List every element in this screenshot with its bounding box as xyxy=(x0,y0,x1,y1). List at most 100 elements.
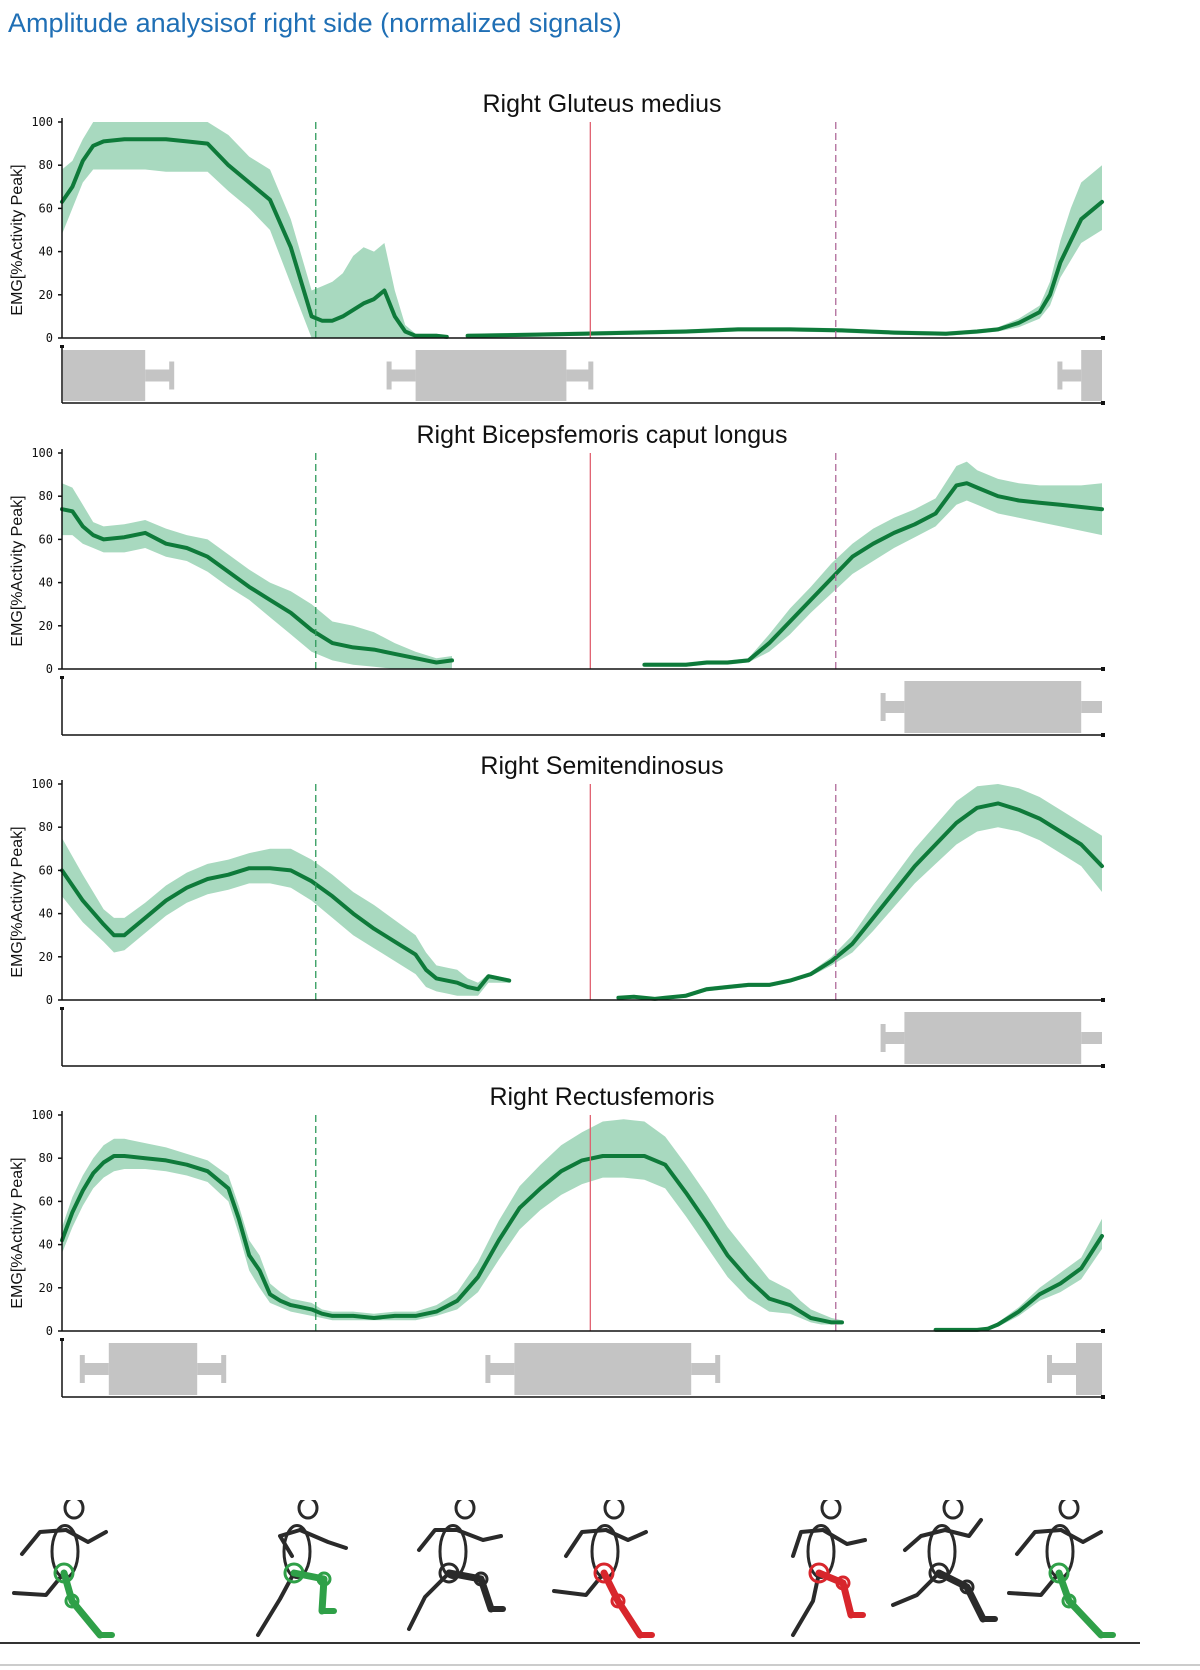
runner-figure-5 xyxy=(791,1500,867,1637)
activation-cap-right xyxy=(169,361,175,390)
mean-emg-line-2 xyxy=(616,801,1104,1001)
activation-axis-end-tick xyxy=(1101,733,1105,737)
runner-torso xyxy=(438,1524,468,1579)
y-tick-label: 20 xyxy=(39,950,53,964)
activation-bar-2 xyxy=(386,350,594,401)
page-title: Amplitude analysisof right side (normali… xyxy=(8,8,622,38)
activation-axis-end-tick xyxy=(1101,1064,1105,1068)
activation-whisker-left xyxy=(82,1363,109,1375)
activation-cap-right xyxy=(1142,1024,1147,1052)
activation-cap-left xyxy=(1047,1355,1052,1383)
y-tick-label: 60 xyxy=(39,532,53,546)
y-tick-label: 80 xyxy=(39,820,53,834)
x-axis-end-tick xyxy=(1101,1329,1105,1333)
chart-panel-2: Right Bicepsfemoris caput longus EMG[%Act… xyxy=(9,421,1105,737)
activation-cap-left xyxy=(79,1355,85,1383)
runner-head xyxy=(297,1500,319,1520)
activation-whisker-left xyxy=(389,369,416,382)
activation-body xyxy=(1076,1343,1102,1395)
std-band-1 xyxy=(62,122,447,338)
activation-bar-1 xyxy=(79,1343,227,1395)
mean-emg-line-2 xyxy=(642,481,1104,667)
std-band-1 xyxy=(62,838,510,996)
activation-body xyxy=(63,350,146,401)
y-tick-label: 100 xyxy=(31,1108,53,1122)
activation-cap-left xyxy=(1057,361,1063,390)
std-band-1 xyxy=(62,1119,842,1325)
std-band-2 xyxy=(644,461,1102,667)
mean-emg-line-1 xyxy=(60,137,449,339)
runner-knee xyxy=(473,1571,489,1587)
y-axis-label: EMG[%Activity Peak] xyxy=(9,826,26,977)
y-tick-label: 60 xyxy=(39,1194,53,1208)
runner-figure-1 xyxy=(12,1500,115,1639)
runner-head xyxy=(942,1500,964,1520)
activation-body xyxy=(904,681,1082,733)
y-tick-label: 60 xyxy=(39,863,53,877)
activation-axis-end-tick xyxy=(1101,1395,1105,1399)
runner-hip xyxy=(593,1562,615,1584)
activation-whisker-right xyxy=(691,1363,718,1375)
runner-head xyxy=(454,1500,476,1520)
activation-whisker-left xyxy=(1050,1363,1076,1375)
activation-bar-1 xyxy=(880,681,1102,733)
activation-cap-right xyxy=(588,361,594,390)
activation-whisker-right xyxy=(566,369,591,382)
std-band-1 xyxy=(62,483,452,669)
activation-axis-top-tick xyxy=(60,676,64,679)
mean-emg-line-2 xyxy=(933,1234,1104,1332)
activation-body xyxy=(108,1343,198,1395)
runner-hip xyxy=(438,1562,460,1584)
runner-knee xyxy=(835,1575,851,1591)
activation-whisker-left xyxy=(488,1363,515,1375)
activation-axis-top-tick xyxy=(60,1007,64,1010)
x-axis-end-tick xyxy=(1101,667,1105,671)
activation-whisker-right xyxy=(197,1363,224,1375)
chart-panel-3: Right Semitendinosus EMG[%Activity Peak] 0… xyxy=(9,752,1147,1068)
emg-charts: Right Gluteus medius EMG[%Activity Peak] 0… xyxy=(9,90,1147,1399)
chart-panel-4: Right Rectusfemoris EMG[%Activity Peak] 0 2… xyxy=(9,1083,1105,1399)
y-tick-label: 0 xyxy=(46,993,53,1007)
activation-bar-2 xyxy=(485,1343,721,1395)
std-band-2 xyxy=(935,1218,1102,1331)
activation-body xyxy=(415,350,567,401)
activation-bars xyxy=(880,1012,1147,1064)
chart-panel-1: Right Gluteus medius EMG[%Activity Peak] 0… xyxy=(9,90,1105,405)
activation-whisker-left xyxy=(883,701,905,713)
activation-whisker-right xyxy=(1081,701,1102,713)
runner-hip xyxy=(1048,1562,1070,1584)
y-axis-label: EMG[%Activity Peak] xyxy=(9,495,26,646)
y-tick-label: 0 xyxy=(46,331,53,345)
y-tick-label: 0 xyxy=(46,1324,53,1338)
y-axis-label: EMG[%Activity Peak] xyxy=(9,1157,26,1308)
activation-bar-1 xyxy=(63,350,175,401)
runner-head xyxy=(820,1500,842,1520)
activation-axis-end-tick xyxy=(1101,401,1105,405)
y-tick-label: 100 xyxy=(31,777,53,791)
activation-body xyxy=(514,1343,692,1395)
y-tick-label: 40 xyxy=(39,245,53,259)
activation-axis-top-tick xyxy=(60,345,64,348)
activation-whisker-left xyxy=(1060,369,1082,382)
chart-title: Right Bicepsfemoris caput longus xyxy=(416,421,787,449)
y-tick-label: 60 xyxy=(39,201,53,215)
y-tick-label: 100 xyxy=(31,446,53,460)
activation-body xyxy=(904,1012,1082,1064)
runner-figure-6 xyxy=(891,1500,998,1623)
activation-cap-right xyxy=(221,1355,227,1383)
activation-bars xyxy=(63,350,1102,401)
runner-hip xyxy=(928,1562,950,1584)
y-axis-label: EMG[%Activity Peak] xyxy=(9,164,26,315)
mean-emg-line-1 xyxy=(60,1154,844,1325)
activation-bar-3 xyxy=(1047,1343,1102,1395)
y-tick-label: 80 xyxy=(39,489,53,503)
y-tick-label: 20 xyxy=(39,1281,53,1295)
activation-bar-1 xyxy=(880,1012,1147,1064)
activation-cap-left xyxy=(880,693,886,721)
runner-torso xyxy=(282,1524,312,1579)
y-tick-label: 20 xyxy=(39,288,53,302)
runner-knee xyxy=(610,1593,626,1609)
runner-hip xyxy=(53,1562,75,1584)
y-tick-label: 100 xyxy=(31,115,53,129)
activation-bars xyxy=(79,1343,1102,1395)
